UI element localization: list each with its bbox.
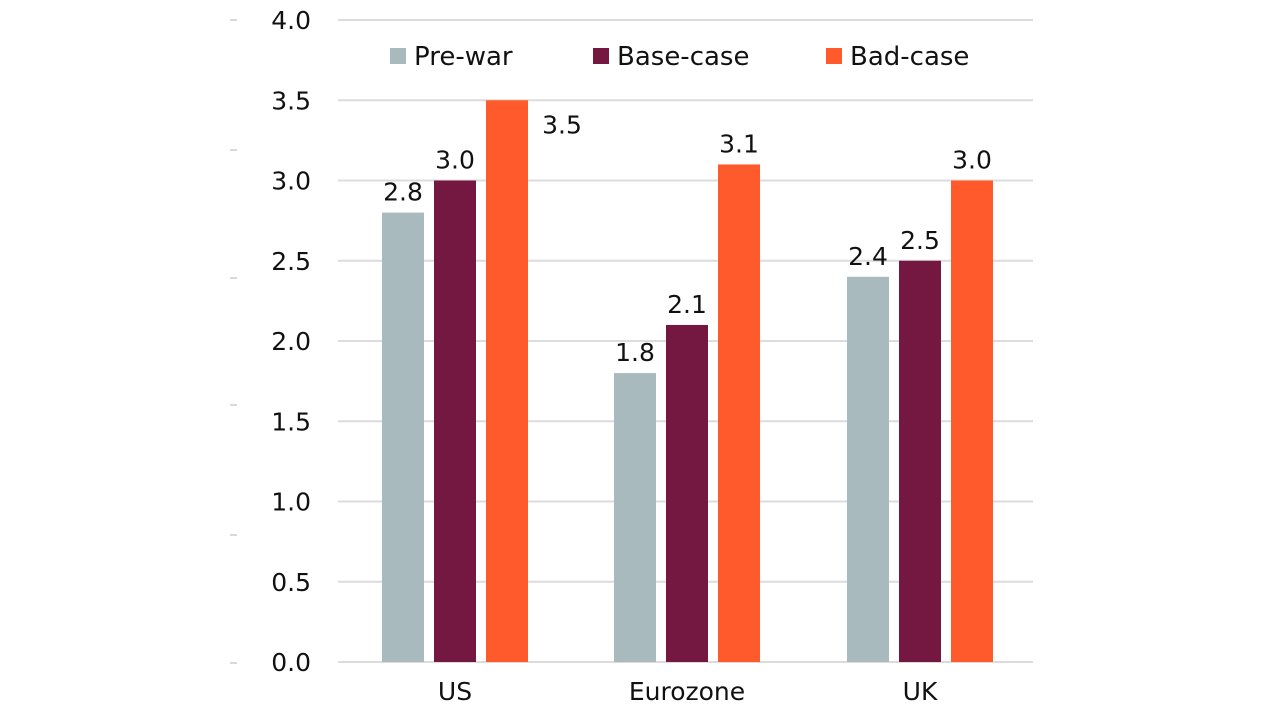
bar-uk-base-case xyxy=(899,260,941,662)
bar-uk-pre-war xyxy=(847,276,889,662)
x-tick-label: Eurozone xyxy=(629,677,745,706)
legend-label: Bad-case xyxy=(850,42,969,72)
x-tick-label: US xyxy=(438,677,472,706)
y-tick-label: 3.0 xyxy=(271,167,311,196)
y-tick-label: 1.0 xyxy=(271,488,311,517)
legend-label: Pre-war xyxy=(414,42,513,72)
data-label: 2.4 xyxy=(848,242,888,271)
data-label: 2.8 xyxy=(383,178,423,207)
legend-swatch-bad-case xyxy=(826,48,842,64)
data-label: 2.5 xyxy=(900,226,940,255)
data-label: 3.5 xyxy=(542,110,582,139)
y-tick-label: 4.0 xyxy=(271,6,311,35)
data-label: 3.0 xyxy=(435,146,475,175)
y-tick-label: 2.5 xyxy=(271,247,311,276)
x-tick-label: UK xyxy=(903,677,938,706)
y-tick-label: 0.5 xyxy=(271,568,311,597)
legend-swatch-base-case xyxy=(593,48,609,64)
y-tick-label: 1.5 xyxy=(271,407,311,436)
bar-us-bad-case xyxy=(486,100,528,662)
bar-us-pre-war xyxy=(382,212,424,662)
data-label: 3.1 xyxy=(719,129,759,158)
y-tick-label: 3.5 xyxy=(271,86,311,115)
legend-label: Base-case xyxy=(617,42,749,72)
y-tick-label: 2.0 xyxy=(271,327,311,356)
data-label: 1.8 xyxy=(615,338,655,367)
bar-uk-bad-case xyxy=(951,180,993,662)
bar-eurozone-pre-war xyxy=(614,373,656,662)
bar-eurozone-base-case xyxy=(666,324,708,662)
legend-swatch-pre-war xyxy=(390,48,406,64)
bar-us-base-case xyxy=(434,180,476,662)
data-label: 3.0 xyxy=(952,146,992,175)
data-label: 2.1 xyxy=(667,290,707,319)
bar-eurozone-bad-case xyxy=(718,164,760,662)
y-tick-label: 0.0 xyxy=(271,648,311,677)
